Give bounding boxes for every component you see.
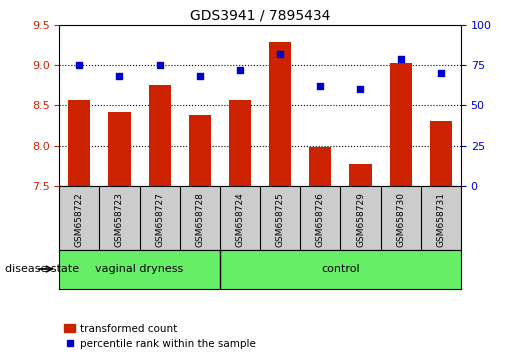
Text: GSM658730: GSM658730	[396, 192, 405, 247]
Point	[75, 62, 83, 68]
Text: GSM658725: GSM658725	[276, 192, 285, 247]
Text: disease state: disease state	[5, 264, 79, 274]
Text: GSM658728: GSM658728	[195, 192, 204, 247]
Title: GDS3941 / 7895434: GDS3941 / 7895434	[190, 8, 330, 22]
Bar	[390, 63, 411, 186]
Text: GSM658726: GSM658726	[316, 192, 325, 247]
Point	[115, 74, 124, 79]
Text: GSM658723: GSM658723	[115, 192, 124, 247]
Point	[156, 62, 164, 68]
Bar	[350, 164, 371, 186]
Point	[356, 86, 365, 92]
Point	[316, 83, 324, 89]
Bar	[109, 112, 130, 186]
Text: vaginal dryness: vaginal dryness	[95, 264, 184, 274]
Bar	[149, 85, 170, 186]
Text: GSM658727: GSM658727	[155, 192, 164, 247]
Point	[397, 56, 405, 62]
Point	[276, 51, 284, 57]
Text: GSM658724: GSM658724	[235, 192, 245, 247]
Bar	[189, 115, 211, 186]
Bar	[269, 42, 291, 186]
Bar	[229, 100, 251, 186]
Bar	[68, 100, 90, 186]
Bar	[430, 121, 452, 186]
Text: GSM658722: GSM658722	[75, 192, 84, 247]
Text: GSM658731: GSM658731	[436, 192, 445, 247]
Point	[437, 70, 445, 76]
Legend: transformed count, percentile rank within the sample: transformed count, percentile rank withi…	[64, 324, 256, 349]
Bar	[310, 147, 331, 186]
Point	[196, 74, 204, 79]
Text: control: control	[321, 264, 359, 274]
Text: GSM658729: GSM658729	[356, 192, 365, 247]
Point	[236, 67, 244, 73]
